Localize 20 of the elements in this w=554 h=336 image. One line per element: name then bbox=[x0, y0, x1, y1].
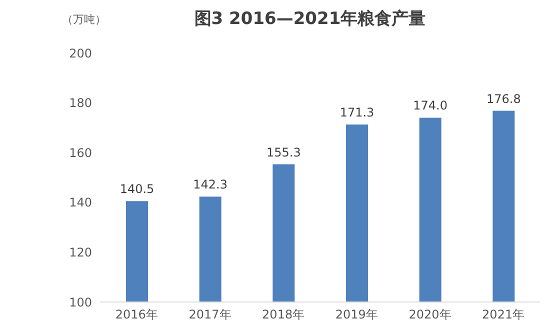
chart-title: 图3 2016—2021年粮食产量 bbox=[193, 8, 427, 30]
y-axis-title: （万吨） bbox=[62, 12, 106, 27]
data-label: 171.3 bbox=[340, 105, 374, 120]
y-tick-label: 160 bbox=[69, 146, 92, 160]
x-tick-label: 2017年 bbox=[188, 308, 232, 322]
data-label: 176.8 bbox=[486, 92, 521, 106]
y-tick-label: 120 bbox=[69, 245, 92, 260]
y-tick-label: 180 bbox=[69, 96, 92, 110]
data-label: 140.5 bbox=[120, 182, 154, 196]
x-tick-label: 2018年 bbox=[262, 308, 305, 322]
y-tick-label: 140 bbox=[69, 196, 92, 210]
data-label: 142.3 bbox=[193, 178, 228, 192]
x-tick-label: 2019年 bbox=[335, 308, 378, 322]
x-tick-label: 2016年 bbox=[115, 308, 158, 322]
x-tick-label: 2020年 bbox=[408, 308, 452, 322]
data-label: 174.0 bbox=[413, 98, 448, 113]
x-tick-label: 2021年 bbox=[482, 308, 525, 322]
y-tick-label: 200 bbox=[69, 46, 92, 60]
data-label: 155.3 bbox=[266, 145, 301, 160]
y-tick-label: 100 bbox=[69, 295, 92, 310]
